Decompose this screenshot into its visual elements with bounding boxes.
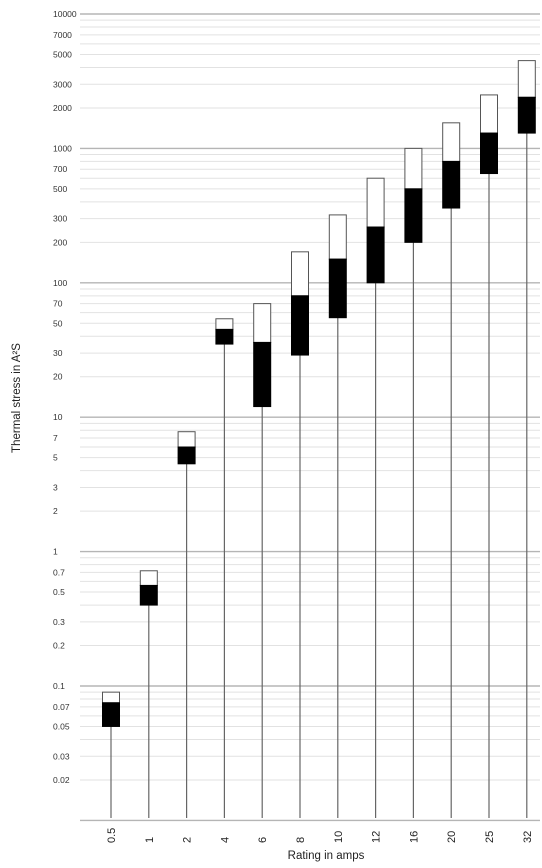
y-tick-label: 500 <box>53 184 67 194</box>
y-tick-label: 70 <box>53 299 63 309</box>
bar-layer <box>102 60 536 727</box>
upper-bar-segment <box>253 303 272 343</box>
lower-bar-segment <box>517 96 536 134</box>
y-tick-label: 20 <box>53 372 63 382</box>
x-tick-labels: 0.5 1 2 4 6 8 10 12 16 20 25 32 <box>106 828 534 843</box>
y-tick-label: 2 <box>53 506 58 516</box>
y-tick-label: 5000 <box>53 49 72 59</box>
x-tick-label: 6 <box>257 837 269 843</box>
y-tick-label: 0.03 <box>53 751 70 761</box>
y-tick-label: 10000 <box>53 9 77 19</box>
y-tick-label: 50 <box>53 318 63 328</box>
y-tick-label: 300 <box>53 214 67 224</box>
x-tick-label: 32 <box>522 831 534 843</box>
y-tick-label: 100 <box>53 278 67 288</box>
lower-bar-segment <box>291 295 309 356</box>
y-tick-label: 7 <box>53 433 58 443</box>
y-tick-label: 0.5 <box>53 587 65 597</box>
x-tick-label: 1 <box>144 837 156 843</box>
lower-bar-segment <box>102 702 120 727</box>
y-tick-label: 0.2 <box>53 641 65 651</box>
upper-bar-segment <box>102 691 120 704</box>
y-tick-label: 2000 <box>53 103 72 113</box>
upper-bar-segment <box>215 318 234 330</box>
lower-bar-segment <box>328 258 347 319</box>
x-tick-label: 8 <box>295 837 307 843</box>
upper-bar-segment <box>139 570 158 586</box>
x-axis-title: Rating in amps <box>288 850 365 862</box>
upper-bar-segment <box>291 251 309 297</box>
y-tick-labels: 1000070005000300020001000700500300200100… <box>53 9 77 785</box>
y-tick-label: 0.1 <box>53 681 65 691</box>
upper-bar-segment <box>442 122 461 162</box>
y-tick-label: 1000 <box>53 143 72 153</box>
lower-bar-segment <box>480 132 498 175</box>
upper-bar-segment <box>328 214 347 260</box>
lower-bar-segment <box>366 226 385 284</box>
upper-bar-segment <box>177 431 196 448</box>
x-tick-label: 20 <box>446 831 458 843</box>
stem-layer <box>110 133 528 818</box>
lower-bar-segment <box>404 188 423 243</box>
upper-bar-segment <box>517 60 536 98</box>
x-tick-label: 10 <box>333 831 345 843</box>
grid-layer <box>80 13 540 822</box>
x-tick-label: 0.5 <box>106 828 118 843</box>
upper-bar-segment <box>480 94 498 134</box>
y-axis-title: Thermal stress in A²S <box>11 343 23 453</box>
y-tick-label: 0.02 <box>53 775 70 785</box>
x-tick-label: 16 <box>408 831 420 843</box>
y-tick-label: 700 <box>53 164 67 174</box>
y-tick-label: 0.7 <box>53 567 65 577</box>
x-tick-label: 4 <box>219 837 231 843</box>
y-tick-label: 0.05 <box>53 721 70 731</box>
lower-bar-segment <box>215 328 234 345</box>
x-tick-label: 12 <box>371 831 383 843</box>
lower-bar-segment <box>253 341 272 408</box>
y-tick-label: 10 <box>53 412 63 422</box>
upper-bar-segment <box>366 177 385 228</box>
lower-bar-segment <box>139 584 158 606</box>
lower-bar-segment <box>442 160 461 209</box>
y-tick-label: 0.07 <box>53 702 70 712</box>
x-tick-label: 2 <box>182 837 194 843</box>
y-tick-label: 5 <box>53 453 58 463</box>
y-tick-label: 30 <box>53 348 63 358</box>
upper-bar-segment <box>404 147 423 190</box>
lower-bar-segment <box>177 446 196 465</box>
y-tick-label: 1 <box>53 547 58 557</box>
x-tick-label: 25 <box>484 831 496 843</box>
y-tick-label: 3000 <box>53 79 72 89</box>
y-tick-label: 3 <box>53 482 58 492</box>
y-tick-label: 200 <box>53 237 67 247</box>
y-tick-label: 0.3 <box>53 617 65 627</box>
y-tick-label: 7000 <box>53 30 72 40</box>
